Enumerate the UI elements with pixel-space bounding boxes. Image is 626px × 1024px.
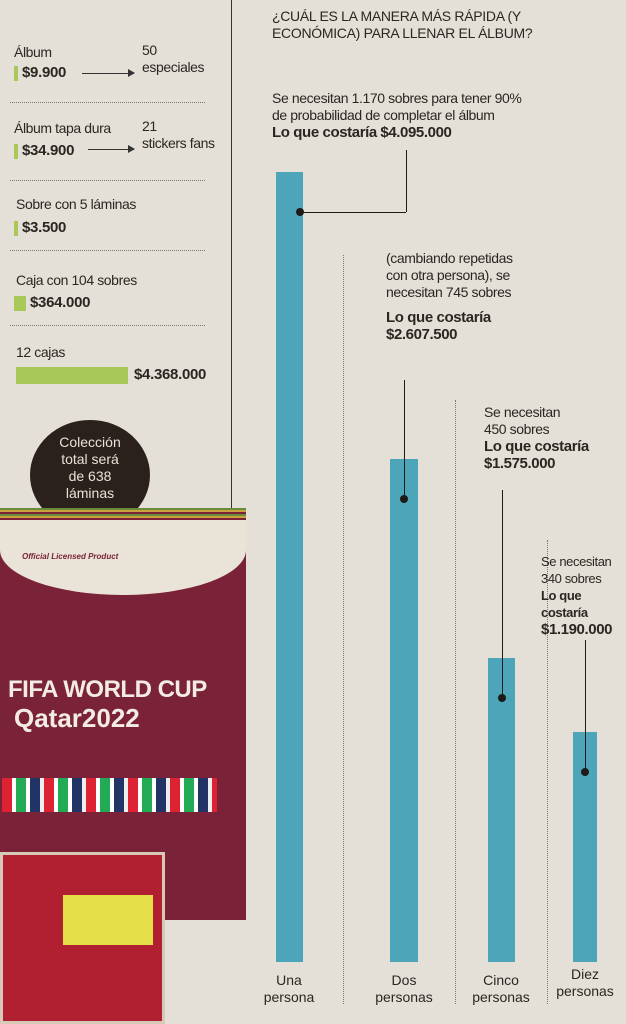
- badge-line: total será: [61, 451, 119, 467]
- cost-label: Lo que costaría: [386, 309, 491, 326]
- leader-line: [585, 640, 586, 773]
- annotation-cinco: Se necesitan 450 sobres Lo que costaría …: [484, 404, 614, 472]
- price-label-album: Álbum: [14, 44, 52, 60]
- arrow-icon: [88, 145, 135, 153]
- price-12-boxes: $4.368.000: [16, 366, 206, 384]
- category-label: Cinco personas: [472, 972, 530, 1005]
- column-separator: [455, 400, 456, 1004]
- price-label-12-boxes: 12 cajas: [16, 344, 65, 360]
- bar-3: [488, 658, 515, 962]
- price-label-box: Caja con 104 sobres: [16, 272, 137, 288]
- cost-label: Lo que costaría: [541, 588, 588, 620]
- category-label: Dos personas: [375, 972, 433, 1005]
- badge-line: de 638: [68, 468, 112, 484]
- column-separator: [343, 255, 344, 1004]
- annotation-line: necesitan 745 sobres: [386, 284, 512, 300]
- flags-strip: [2, 778, 217, 812]
- price-swatch: [14, 295, 26, 311]
- album-title: FIFA WORLD CUP: [8, 676, 207, 703]
- price-box: $364.000: [14, 294, 90, 311]
- cost-value: $4.095.000: [380, 124, 452, 141]
- annotation-line: (cambiando repetidas: [386, 250, 513, 266]
- note-hardcover: 21 stickers fans: [142, 118, 215, 152]
- note-line: especiales: [142, 59, 205, 75]
- price-swatch: [14, 143, 18, 159]
- annotation-line: con otra persona), se: [386, 267, 510, 283]
- price-swatch: [14, 220, 18, 236]
- badge-line: Colección: [59, 434, 121, 450]
- price-album: $9.900: [14, 64, 66, 81]
- price-label-pack: Sobre con 5 láminas: [16, 196, 137, 212]
- column-rule: [231, 0, 232, 510]
- category-label: Diez personas: [556, 966, 614, 999]
- cost-label: Lo que costaría: [484, 438, 589, 455]
- note-album: 50 especiales: [142, 42, 205, 76]
- column-separator: [547, 540, 548, 1004]
- divider: [10, 250, 205, 251]
- bar-1: [276, 172, 303, 962]
- leader-line: [299, 212, 406, 213]
- leader-dot: [400, 494, 408, 503]
- chart-title: ¿CUÁL ES LA MANERA MÁS RÁPIDA (Y ECONÓMI…: [272, 8, 533, 41]
- annotation-line: 340 sobres: [541, 571, 602, 586]
- price-value: $9.900: [22, 64, 67, 81]
- price-swatch: [16, 366, 128, 384]
- price-value: $4.368.000: [134, 366, 207, 383]
- annotation-una: Se necesitan 1.170 sobres para tener 90%…: [272, 90, 572, 141]
- price-hardcover: $34.900: [14, 142, 74, 159]
- annotation-line: de probabilidad de completar el álbum: [272, 107, 495, 123]
- annotation-line: Se necesitan: [541, 554, 612, 569]
- price-value: $34.900: [22, 142, 75, 159]
- price-label-hardcover: Álbum tapa dura: [14, 120, 111, 136]
- badge-line: láminas: [65, 485, 115, 501]
- sticker-box-image: [0, 852, 165, 1024]
- category-label: Una persona: [263, 972, 315, 1005]
- arrow-icon: [82, 69, 135, 77]
- leader-line: [404, 380, 405, 499]
- album-subtitle: Qatar2022: [14, 703, 140, 733]
- note-line: stickers fans: [142, 135, 215, 151]
- annotation-line: Se necesitan: [484, 404, 561, 420]
- annotation-line: Se necesitan 1.170 sobres para tener 90%: [272, 90, 522, 106]
- album-licensed-text: Official Licensed Product: [22, 552, 119, 561]
- price-value: $3.500: [22, 219, 67, 236]
- leader-line: [501, 490, 503, 699]
- album-pages: [0, 508, 246, 522]
- cost-label: Lo que costaría: [272, 124, 377, 141]
- price-pack: $3.500: [14, 219, 66, 236]
- price-value: $364.000: [30, 294, 91, 311]
- leader-dot: [497, 694, 506, 703]
- note-line: 21: [142, 118, 157, 134]
- leader-line: [406, 150, 407, 212]
- note-line: 50: [142, 42, 157, 58]
- annotation-line: 450 sobres: [484, 421, 550, 437]
- cost-value: $1.575.000: [484, 455, 556, 472]
- divider: [10, 102, 205, 103]
- cost-value: $2.607.500: [386, 326, 458, 343]
- divider: [10, 325, 205, 326]
- leader-dot: [581, 768, 589, 777]
- cost-value: $1.190.000: [541, 621, 613, 638]
- divider: [10, 180, 205, 181]
- bar-2: [390, 458, 418, 962]
- annotation-diez: Se necesitan 340 sobres Lo que costaría …: [541, 553, 626, 638]
- price-swatch: [14, 65, 18, 81]
- annotation-dos: (cambiando repetidas con otra persona), …: [386, 250, 566, 343]
